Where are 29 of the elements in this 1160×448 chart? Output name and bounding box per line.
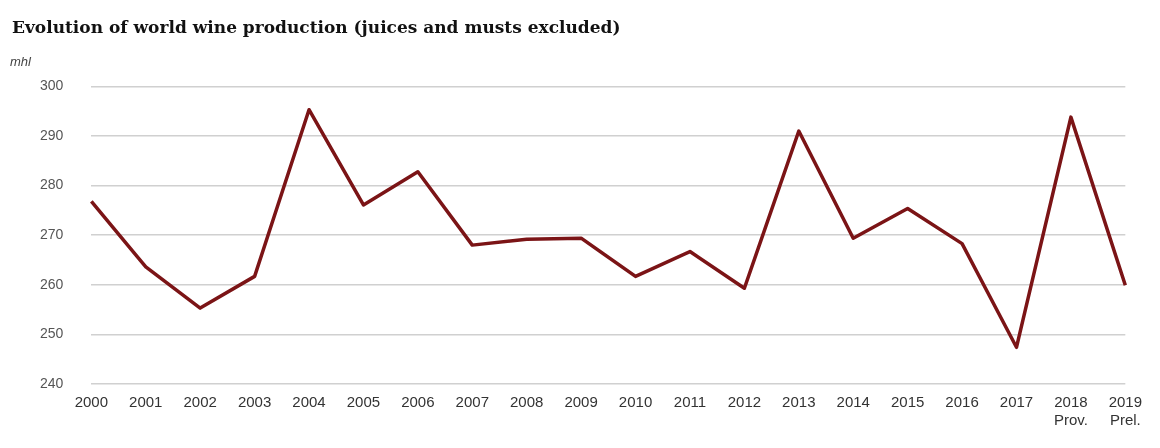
x-tick-label: 2018 Prov. [1053, 393, 1088, 429]
x-tick-label: 2017 [999, 393, 1034, 411]
y-tick-label: 250 [40, 325, 64, 342]
y-tick-label: 260 [40, 275, 64, 292]
y-tick-label: 280 [40, 176, 64, 193]
x-tick-label: 2008 [510, 393, 544, 411]
x-tick-label: 2012 [727, 393, 762, 411]
x-tick-label: 2002 [183, 393, 217, 411]
y-tick-label: 300 [40, 77, 64, 94]
x-tick-label: 2014 [836, 393, 870, 411]
y-tick-label: 290 [40, 126, 64, 143]
x-tick-label: 2019 Prel. [1108, 393, 1142, 429]
x-tick-label: 2000 [74, 393, 109, 411]
y-tick-label: 270 [40, 226, 64, 243]
x-tick-label: 2013 [782, 393, 816, 411]
x-tick-label: 2015 [890, 393, 925, 411]
x-tick-label: 2011 [673, 393, 707, 411]
x-tick-label: 2006 [401, 393, 435, 411]
x-tick-label: 2004 [292, 393, 326, 411]
x-tick-label: 2010 [618, 393, 653, 411]
x-tick-label: 2007 [455, 393, 489, 411]
x-tick-label: 2001 [129, 393, 163, 411]
x-tick-label: 2009 [564, 393, 598, 411]
y-axis-title: mhl [10, 53, 33, 69]
y-tick-label: 240 [40, 374, 64, 391]
x-tick-label: 2016 [945, 393, 979, 411]
chart-title: Evolution of world wine production (juices and musts excluded) [12, 16, 621, 37]
x-tick-label: 2005 [346, 393, 381, 411]
x-tick-label: 2003 [237, 393, 272, 411]
